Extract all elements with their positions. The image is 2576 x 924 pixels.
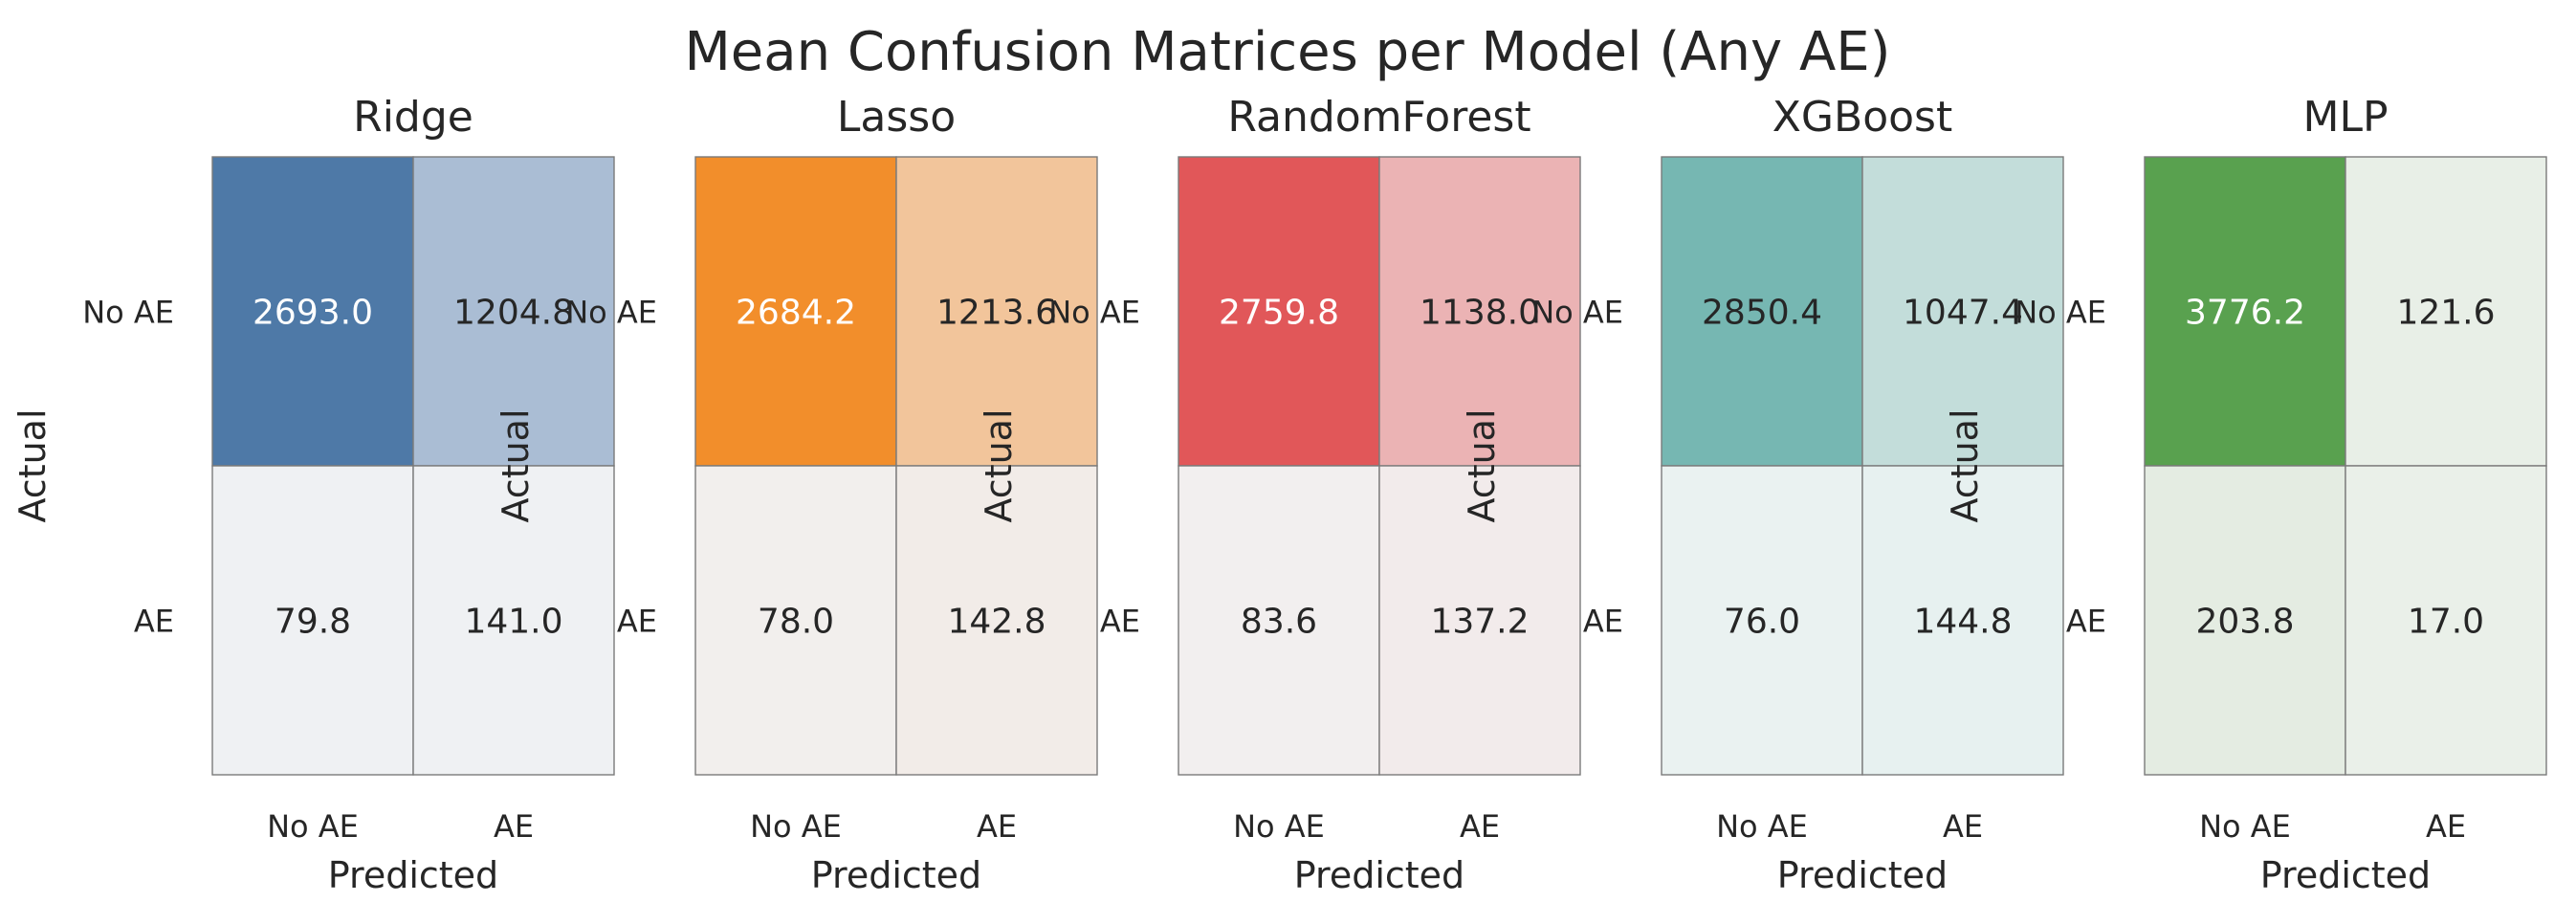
cell-value-label: 137.2: [1430, 603, 1529, 642]
panel-title: MLP: [2302, 93, 2388, 142]
cell-value-label: 1047.4: [1903, 294, 2023, 333]
heatmap-panel-xgboost: XGBoost 2850.4 1047.4 76.0 144.8 No AE AE No AE…: [1461, 93, 2064, 896]
y-tick-label: AE: [2066, 604, 2106, 640]
cell-value-label: 121.6: [2396, 294, 2495, 333]
heatmap-cell: [895, 156, 1098, 467]
y-tick-label: AE: [617, 604, 657, 640]
x-tick-label: No AE: [267, 808, 359, 845]
cell-value-label: 78.0: [758, 603, 834, 642]
x-axis-label: Predicted: [811, 854, 981, 896]
cell-value-label: 76.0: [1724, 603, 1800, 642]
x-tick-label: No AE: [1716, 808, 1808, 845]
heatmap-cell: [2345, 156, 2547, 467]
heatmap-cell: [1861, 156, 2064, 467]
y-tick-label: AE: [1100, 604, 1140, 640]
heatmap-cell: [1378, 465, 1581, 776]
cell-value-label: 2850.4: [1702, 294, 1822, 333]
heatmap-cell: [211, 156, 414, 467]
heatmap-cell: [2144, 465, 2346, 776]
y-axis-label: Actual: [1461, 408, 1503, 522]
x-axis-label: Predicted: [1777, 854, 1948, 896]
heatmap-cell: [1378, 156, 1581, 467]
heatmap-cell: [2144, 156, 2346, 467]
y-tick-label: No AE: [565, 295, 657, 331]
x-tick-label: No AE: [1233, 808, 1325, 845]
cell-value-label: 203.8: [2195, 603, 2294, 642]
panel-title: XGBoost: [1772, 93, 1952, 142]
cell-value-label: 79.8: [275, 603, 351, 642]
heatmap-cell: [895, 465, 1098, 776]
x-axis-label: Predicted: [328, 854, 498, 896]
x-tick-label: No AE: [2199, 808, 2291, 845]
cell-value-label: 142.8: [947, 603, 1046, 642]
cell-value-label: 3776.2: [2185, 294, 2305, 333]
heatmap-cell: [211, 465, 414, 776]
heatmap-panel-randomforest: RandomForest 2759.8 1138.0 83.6 137.2 No AE AE…: [978, 93, 1581, 896]
cell-value-label: 2759.8: [1219, 294, 1339, 333]
heatmap-cell: [412, 156, 615, 467]
cell-value-label: 144.8: [1913, 603, 2012, 642]
y-tick-label: No AE: [82, 295, 174, 331]
heatmap-cell: [1661, 465, 1863, 776]
cell-value-label: 1138.0: [1420, 294, 1540, 333]
x-tick-label: AE: [1460, 808, 1500, 845]
x-tick-label: AE: [2426, 808, 2466, 845]
cell-value-label: 141.0: [464, 603, 562, 642]
y-axis-label: Actual: [978, 408, 1020, 522]
heatmap-cell: [1661, 156, 1863, 467]
heatmap-panels: Ridge 2693.0 1204.8 79.8 141.0 No AE AE No AE AE…: [11, 93, 2547, 896]
heatmap-panel-lasso: Lasso 2684.2 1213.6 78.0 142.8 No AE AE No AE AE…: [495, 93, 1098, 896]
y-axis-label: Actual: [11, 408, 54, 522]
y-tick-label: No AE: [1048, 295, 1140, 331]
y-axis-label: Actual: [1944, 408, 1986, 522]
heatmap-cell: [2345, 465, 2547, 776]
cell-value-label: 2693.0: [253, 294, 373, 333]
heatmap-cell: [1178, 156, 1380, 467]
x-tick-label: AE: [494, 808, 534, 845]
cell-value-label: 1204.8: [453, 294, 574, 333]
heatmap-cell: [1178, 465, 1380, 776]
cell-value-label: 1213.6: [936, 294, 1057, 333]
y-tick-label: No AE: [1531, 295, 1623, 331]
heatmap-cell: [694, 156, 897, 467]
y-tick-label: AE: [134, 604, 174, 640]
panel-title: Ridge: [353, 93, 473, 142]
y-axis-label: Actual: [495, 408, 537, 522]
cell-value-label: 2684.2: [736, 294, 856, 333]
x-tick-label: AE: [1943, 808, 1983, 845]
x-tick-label: No AE: [750, 808, 842, 845]
cell-value-label: 17.0: [2408, 603, 2484, 642]
heatmap-cell: [412, 465, 615, 776]
y-tick-label: AE: [1583, 604, 1623, 640]
figure-title: Mean Confusion Matrices per Model (Any A…: [684, 21, 1890, 83]
y-tick-label: No AE: [2015, 295, 2106, 331]
x-tick-label: AE: [977, 808, 1017, 845]
heatmap-panel-mlp: MLP 3776.2 121.6 203.8 17.0 No AE AE No AE AE Pre…: [1944, 93, 2547, 896]
x-axis-label: Predicted: [2260, 854, 2431, 896]
x-axis-label: Predicted: [1294, 854, 1464, 896]
cell-value-label: 83.6: [1241, 603, 1317, 642]
heatmap-panel-ridge: Ridge 2693.0 1204.8 79.8 141.0 No AE AE No AE AE…: [11, 93, 615, 896]
panel-title: RandomForest: [1227, 93, 1530, 142]
heatmap-cell: [1861, 465, 2064, 776]
panel-title: Lasso: [837, 93, 956, 142]
heatmap-cell: [694, 465, 897, 776]
